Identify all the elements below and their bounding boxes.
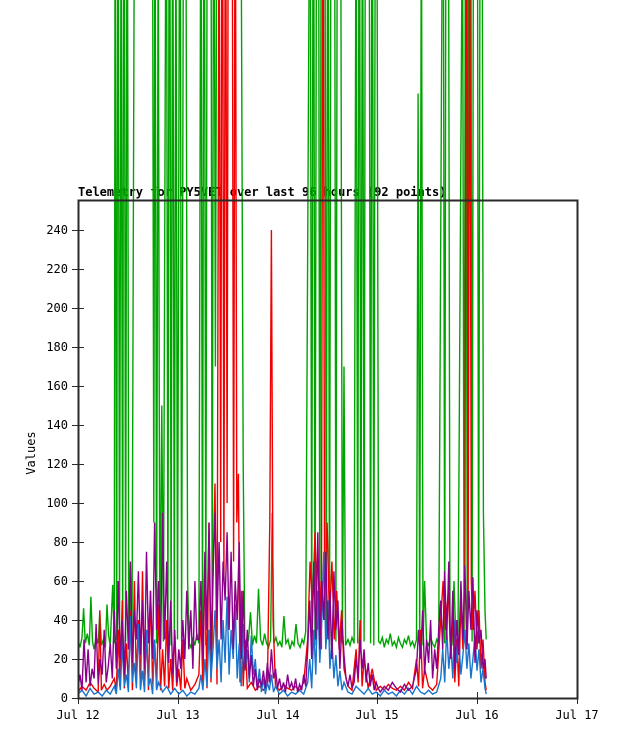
y-tick-label: 180 bbox=[46, 340, 68, 354]
y-tick-label: 60 bbox=[53, 574, 68, 588]
series-line-channel-3-blue bbox=[77, 551, 487, 698]
y-tick-label: 200 bbox=[46, 301, 68, 315]
y-tick-label: 220 bbox=[46, 262, 68, 276]
y-tick-label: 0 bbox=[60, 691, 68, 705]
x-tick-label: Jul 12 bbox=[56, 708, 100, 722]
series-line-channel-4-purple bbox=[77, 512, 487, 694]
y-tick-label: 20 bbox=[53, 652, 68, 666]
y-tick-label: 100 bbox=[46, 496, 68, 510]
plot-border bbox=[77, 199, 579, 700]
x-tick-label: Jul 17 bbox=[555, 708, 599, 722]
y-tick-label: 240 bbox=[46, 223, 68, 237]
x-tick-label: Jul 15 bbox=[355, 708, 399, 722]
y-tick-label: 120 bbox=[46, 457, 68, 471]
x-tick-label: Jul 13 bbox=[156, 708, 200, 722]
y-tick-label: 40 bbox=[53, 613, 68, 627]
y-tick-label: 160 bbox=[46, 379, 68, 393]
x-tick-label: Jul 16 bbox=[455, 708, 499, 722]
series-lines bbox=[77, 0, 487, 698]
y-tick-label: 80 bbox=[53, 535, 68, 549]
series-line-channel-1-green bbox=[77, 0, 487, 650]
y-tick-label: 140 bbox=[46, 418, 68, 432]
x-tick-label: Jul 14 bbox=[256, 708, 300, 722]
